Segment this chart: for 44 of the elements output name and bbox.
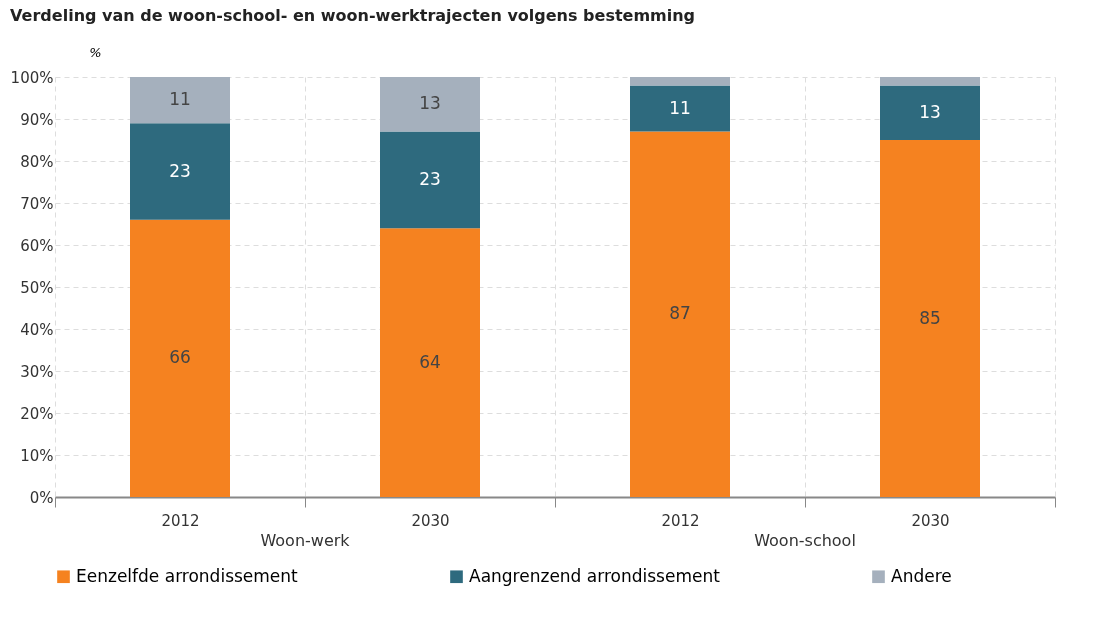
data-label: 64 [419,351,441,372]
legend-label: Aangrenzend arrondissement [469,565,721,586]
y-tick-label: 90% [20,110,54,129]
data-label: 23 [419,168,441,189]
y-tick-label: 10% [20,446,54,465]
bar [380,77,480,132]
y-tick-label: 70% [20,194,54,213]
bar [880,85,980,140]
bar [630,85,730,132]
bar [880,140,980,497]
text: Woon-school [754,531,856,550]
legend-label: Andere [891,565,952,586]
bar [630,131,730,497]
data-label: 23 [169,160,191,181]
data-label: 13 [419,93,441,114]
bar [380,228,480,497]
data-label: 85 [919,307,941,328]
y-tick-label: 60% [20,236,54,255]
data-label: 13 [919,101,941,122]
bar [130,219,230,497]
y-tick-label: 30% [20,362,54,381]
data-label: 11 [169,89,191,110]
x-tick-label: 2030 [411,511,450,530]
bar [880,77,980,86]
chart-title: Verdeling van de woon-school- en woon-werktrajecten volgens bestemming [10,6,696,25]
legend-label: Eenzelfde arrondissement [76,565,299,586]
y-axis-title: % [89,44,102,60]
bar [130,77,230,124]
bar [130,123,230,220]
data-label: 87 [669,303,691,324]
x-tick-label: 2030 [911,511,950,530]
y-tick-label: 40% [20,320,54,339]
x-tick-label: 2012 [161,511,200,530]
y-tick-label: 50% [20,278,54,297]
bar [630,77,730,86]
y-tick-label: 0% [29,488,54,507]
data-label: 11 [669,97,691,118]
text: Woon-werk [260,531,351,550]
data-label: 66 [169,347,191,368]
bar [380,131,480,229]
x-tick-label: 2012 [661,511,700,530]
y-tick-label: 20% [20,404,54,423]
y-tick-label: 80% [20,152,54,171]
y-tick-label: 100% [10,68,54,87]
